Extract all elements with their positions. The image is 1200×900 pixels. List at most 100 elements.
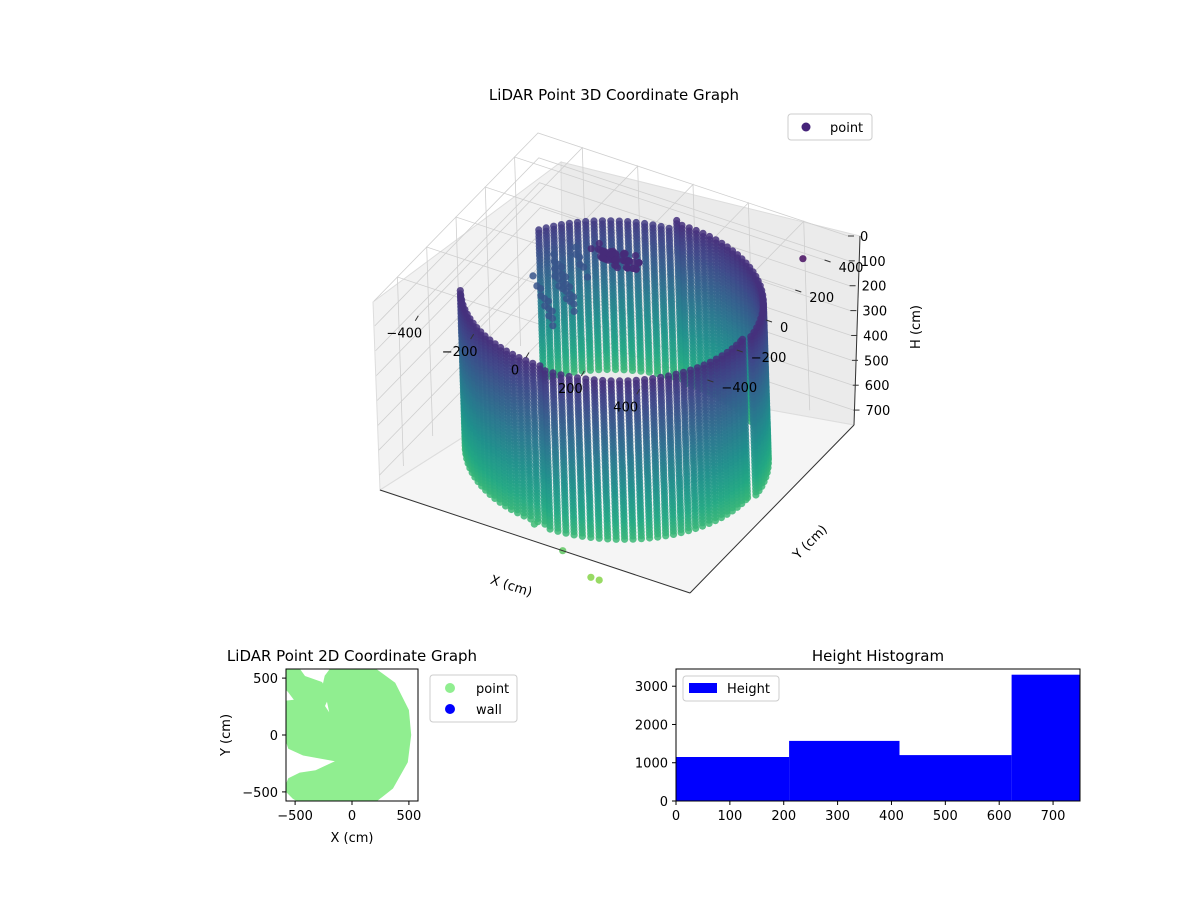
lidar-point xyxy=(573,374,582,382)
2d-chart-title: LiDAR Point 2D Coordinate Graph xyxy=(227,647,477,665)
hist-x-tick-label: 100 xyxy=(717,809,742,824)
lidar-point xyxy=(549,369,557,377)
lidar-point xyxy=(624,264,632,272)
lidar-outlier-point xyxy=(595,576,603,584)
lidar-point xyxy=(545,312,553,320)
2d-y-tick-label: −500 xyxy=(242,786,278,801)
lidar-point xyxy=(542,224,550,232)
3d-x-axis-line xyxy=(379,489,691,594)
lidar-point xyxy=(625,257,634,265)
lidar-point xyxy=(649,221,657,229)
2d-legend-label-wall: wall xyxy=(476,703,502,718)
lidar-point xyxy=(502,347,510,355)
histogram-bar xyxy=(789,740,900,801)
lidar-point xyxy=(481,332,489,340)
z-tick-label: 300 xyxy=(862,305,887,320)
lidar-point xyxy=(522,356,530,365)
y-tick-label: −400 xyxy=(721,381,757,396)
lidar-point xyxy=(665,224,673,232)
lidar-point xyxy=(613,255,621,263)
lidar-point xyxy=(533,282,541,290)
x-tick-label: −200 xyxy=(442,345,478,360)
hist-y-tick-label: 3000 xyxy=(635,680,668,695)
hist-x-tick-label: 400 xyxy=(879,809,904,824)
y-tick xyxy=(736,349,743,353)
y-tick xyxy=(824,259,831,263)
lidar-point xyxy=(679,368,688,376)
2d-y-axis-label: Y (cm) xyxy=(219,714,234,757)
lidar-point xyxy=(537,292,545,300)
y-tick xyxy=(707,379,714,383)
lidar-point xyxy=(641,376,649,384)
lidar-point xyxy=(649,375,657,383)
2d-legend-marker-wall xyxy=(445,704,455,714)
3d-x-axis-label: X (cm) xyxy=(488,573,534,601)
lidar-point xyxy=(590,376,598,384)
lidar-point xyxy=(685,224,693,232)
histogram-legend-label: Height xyxy=(727,682,770,697)
lidar-point xyxy=(562,295,571,303)
lidar-point xyxy=(576,260,584,268)
lidar-point xyxy=(607,377,615,385)
lidar-point xyxy=(535,226,543,234)
y-tick-label: 0 xyxy=(780,321,788,336)
lidar-point xyxy=(541,367,549,375)
lidar-point xyxy=(705,232,714,241)
lidar-point xyxy=(590,217,598,225)
grid-z-line xyxy=(375,182,850,352)
lidar-point xyxy=(629,264,637,273)
lidar-point xyxy=(572,243,580,251)
histogram-legend-box xyxy=(682,675,780,702)
lidar-point xyxy=(565,219,574,227)
lidar-point xyxy=(555,282,563,290)
lidar-point xyxy=(595,239,603,248)
2d-legend: point wall xyxy=(429,674,518,723)
lidar-point xyxy=(606,251,614,259)
3d-legend-box xyxy=(787,113,873,141)
x-tick xyxy=(525,352,530,358)
2d-x-tick-label: 500 xyxy=(396,809,421,824)
lidar-point xyxy=(673,216,681,225)
z-tick-label: 400 xyxy=(863,329,888,344)
lidar-point xyxy=(632,218,640,227)
hist-x-tick-label: 700 xyxy=(1041,809,1066,824)
2d-y-tick-label: 0 xyxy=(270,729,278,744)
lidar-point xyxy=(700,361,708,369)
lidar-point xyxy=(664,372,673,380)
lidar-point xyxy=(541,302,549,310)
lidar-point xyxy=(515,354,523,362)
lidar-point xyxy=(598,217,607,225)
3d-scatter-plot: LiDAR Point 3D Coordinate Graph −400−200… xyxy=(372,86,924,601)
lidar-point xyxy=(491,340,499,348)
lidar-point xyxy=(678,221,686,229)
histogram-bar xyxy=(899,755,1012,801)
lidar-point xyxy=(551,265,559,273)
histogram-frame xyxy=(675,668,1081,802)
hist-y-tick-label: 0 xyxy=(660,795,668,810)
2d-scatter-plot: LiDAR Point 2D Coordinate Graph −500 0 500… xyxy=(219,647,518,846)
lidar-point xyxy=(624,377,632,385)
lidar-point xyxy=(607,217,615,225)
lidar-point xyxy=(550,222,558,230)
lidar-point xyxy=(551,272,559,280)
lidar-point xyxy=(718,239,726,247)
lidar-point xyxy=(723,243,731,251)
lidar-point xyxy=(657,222,665,231)
x-tick xyxy=(636,389,641,395)
lidar-point xyxy=(536,362,544,370)
height-histogram: Height Histogram 0 100 200 300 400 500 600 7000… xyxy=(635,647,1081,824)
lidar-point xyxy=(657,373,665,381)
lidar-point xyxy=(632,376,640,384)
lidar-point xyxy=(712,236,720,244)
x-tick-label: 200 xyxy=(558,382,583,397)
3d-z-axis-line xyxy=(853,235,861,426)
lidar-point xyxy=(573,218,582,226)
lidar-point xyxy=(641,219,649,228)
lidar-point xyxy=(723,348,731,357)
lidar-point xyxy=(615,217,623,225)
y-tick xyxy=(765,319,773,323)
lidar-point xyxy=(718,352,726,360)
